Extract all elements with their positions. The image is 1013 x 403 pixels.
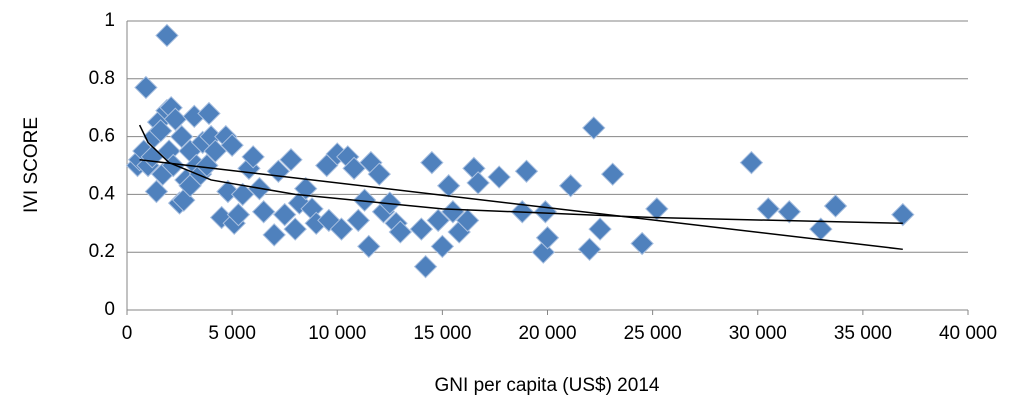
y-axis-title: IVI SCORE [21, 117, 42, 213]
y-tick-label: 1 [104, 10, 115, 31]
point [487, 165, 511, 189]
point [172, 188, 196, 212]
point [466, 171, 490, 195]
x-axis-title: GNI per capita (US$) 2014 [435, 375, 660, 396]
point [294, 176, 318, 201]
x-tick-label: 10 000 [308, 323, 366, 344]
point [630, 231, 654, 256]
point [430, 234, 455, 259]
point [279, 148, 303, 172]
point [197, 101, 221, 126]
x-tick-label: 30 000 [729, 323, 787, 344]
point [226, 202, 251, 227]
trendline [139, 158, 903, 251]
point [262, 223, 286, 247]
point [346, 208, 370, 233]
x-tick-label: 20 000 [518, 323, 576, 344]
x-tick-label: 25 000 [624, 323, 682, 344]
trendline [138, 124, 903, 225]
point [756, 197, 780, 221]
point [409, 217, 434, 241]
point [283, 217, 307, 241]
point [426, 208, 450, 233]
point [420, 150, 444, 175]
point [134, 75, 158, 100]
y-tick-label: 0.6 [89, 126, 115, 147]
point [533, 200, 558, 224]
point [441, 200, 465, 224]
x-tick-label: 15 000 [413, 323, 471, 344]
point [220, 133, 244, 157]
x-tick-label: 5 000 [208, 323, 256, 344]
y-tick-label: 0 [104, 299, 115, 320]
point [272, 202, 297, 227]
point [241, 145, 265, 169]
point [739, 150, 764, 175]
point [413, 254, 438, 279]
point [155, 23, 179, 48]
point [588, 217, 612, 241]
point [251, 200, 276, 224]
point [514, 159, 539, 183]
point [163, 107, 188, 131]
point [216, 179, 240, 204]
point [357, 234, 381, 259]
point [577, 237, 602, 262]
point [169, 124, 194, 149]
point [600, 162, 625, 186]
x-tick-label: 40 000 [939, 323, 997, 344]
point [144, 179, 169, 204]
point [195, 153, 219, 178]
point [535, 226, 560, 250]
point [891, 202, 915, 227]
point [329, 217, 354, 241]
point [161, 153, 185, 178]
point [367, 162, 392, 186]
point [645, 197, 669, 221]
point [558, 174, 583, 198]
point [823, 194, 848, 218]
point [582, 116, 606, 140]
y-tick-label: 0.2 [89, 241, 115, 262]
point [148, 119, 173, 143]
point [455, 208, 480, 233]
y-tick-label: 0.4 [89, 183, 116, 204]
point [436, 174, 461, 198]
x-tick-label: 35 000 [834, 323, 892, 344]
x-tick-label: 0 [122, 323, 133, 344]
point [388, 220, 413, 244]
point [777, 200, 801, 224]
y-tick-label: 0.8 [89, 68, 115, 89]
point [352, 188, 377, 212]
